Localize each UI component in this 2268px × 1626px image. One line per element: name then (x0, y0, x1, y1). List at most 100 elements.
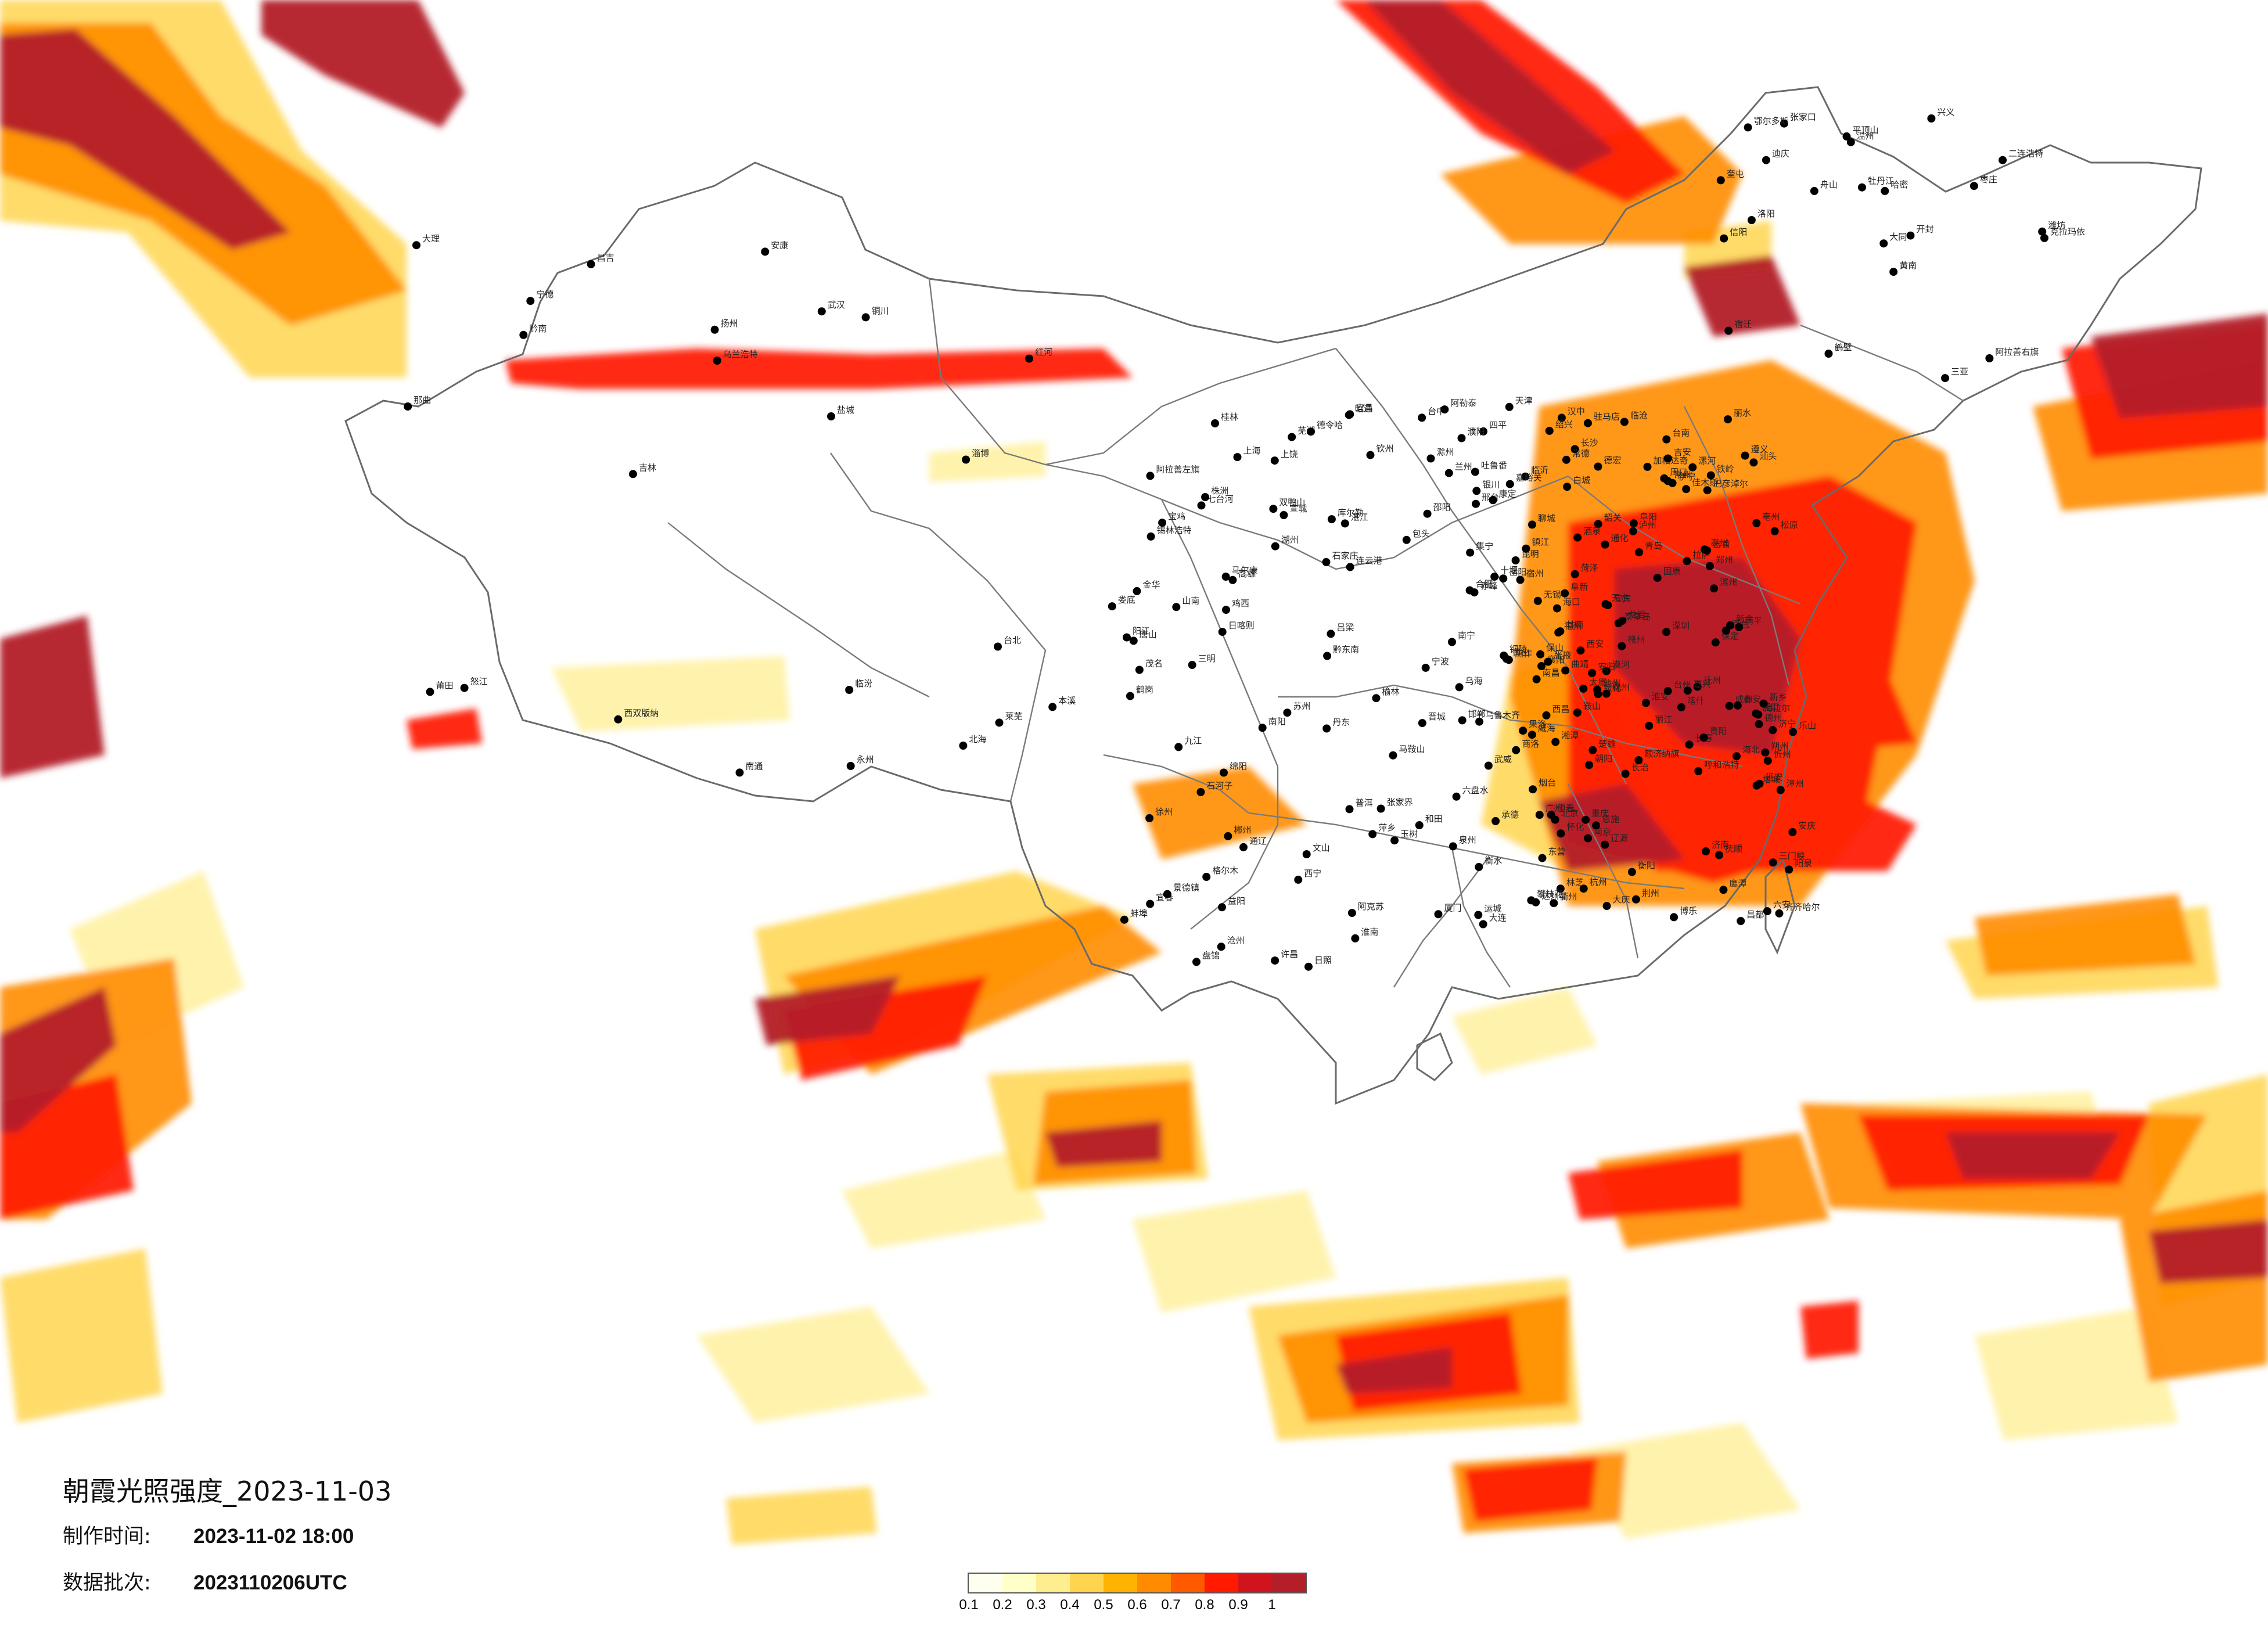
city-dot (846, 762, 855, 770)
city-label: 嘉峪关 (1516, 473, 1542, 483)
city-dot (1763, 757, 1772, 765)
city-label: 驻马店 (1594, 412, 1620, 422)
city-dot (404, 402, 412, 411)
city-label: 六安 (1773, 900, 1791, 910)
city-label: 塔城 (1763, 774, 1780, 785)
city-dot (1415, 821, 1424, 829)
city-label: 泸州 (1639, 520, 1656, 530)
city-dot (1576, 646, 1585, 655)
city-label: 齐齐哈尔 (1785, 902, 1820, 912)
city-dot (1573, 533, 1582, 542)
city-label: 潍坊 (2048, 220, 2065, 231)
city-dot (735, 768, 744, 777)
city-label: 山南 (1182, 595, 1199, 606)
city-label: 三明 (1198, 653, 1216, 664)
city-dot (1418, 719, 1426, 728)
city-label: 永州 (857, 754, 874, 765)
city-label: 许昌 (1281, 949, 1298, 959)
city-dot (1322, 724, 1331, 733)
city-label: 阿拉善左旗 (1156, 464, 1200, 474)
city-label: 盘锦 (1202, 950, 1220, 961)
city-label: 固原 (1663, 566, 1681, 577)
city-label: 漯河 (1698, 456, 1716, 466)
city-label: 额济纳旗 (1644, 749, 1679, 759)
city-dot (1505, 402, 1514, 411)
city-dot (1323, 652, 1332, 660)
city-label: 昭通 (1355, 404, 1372, 414)
city-label: 茂名 (1145, 659, 1163, 669)
city-dot (1641, 699, 1650, 707)
city-dot (1448, 638, 1456, 646)
city-label: 通辽 (1249, 836, 1267, 846)
city-dot (1699, 733, 1708, 742)
city-dot (1601, 840, 1609, 849)
city-label: 通化 (1611, 533, 1629, 544)
city-dot (1769, 858, 1777, 867)
city-dot (1627, 868, 1636, 876)
city-label: 三亚 (1951, 366, 1968, 377)
city-dot (1621, 769, 1630, 778)
city-label: 东营 (1548, 847, 1566, 857)
city-dot (1563, 483, 1572, 491)
city-label: 康定 (1499, 488, 1516, 499)
city-dot (1663, 454, 1672, 463)
city-label: 合肥 (1476, 579, 1493, 589)
city-label: 乌兰浩特 (723, 349, 758, 359)
city-label: 恩施 (1602, 814, 1619, 824)
city-dot (1703, 486, 1712, 495)
city-label: 濮阳 (1468, 427, 1485, 437)
city-label: 汕头 (1759, 451, 1777, 461)
city-label: 昌吉 (597, 253, 614, 263)
city-label: 喀什 (1687, 696, 1705, 706)
city-dot (1489, 496, 1497, 505)
city-label: 汉中 (1568, 406, 1585, 416)
city-dot (1670, 913, 1678, 922)
city-label: 商洛 (1522, 739, 1539, 749)
city-dot (1279, 511, 1288, 519)
city-label: 焦作 (1515, 648, 1532, 659)
city-label: 巴彦淖尔 (1713, 479, 1748, 489)
legend-tick-label: 0.9 (1228, 1597, 1248, 1613)
city-label: 黔南 (529, 323, 547, 334)
legend-ticks: 0.1 0.2 0.3 0.4 0.5 0.6 0.7 0.8 0.9 1 (959, 1593, 1307, 1613)
city-label: 张家口 (1790, 112, 1816, 123)
legend-tick-label: 0.8 (1195, 1597, 1214, 1613)
city-dot (1174, 743, 1183, 751)
city-dot (1025, 354, 1034, 363)
city-label: 深圳 (1672, 620, 1690, 631)
city-label: 镇江 (1532, 537, 1550, 548)
city-label: 湖州 (1281, 535, 1299, 545)
city-dot (1172, 603, 1181, 611)
city-label: 包头 (1412, 528, 1430, 539)
city-dot (1749, 458, 1758, 467)
city-dot (1588, 746, 1597, 754)
city-dot (1737, 917, 1745, 925)
city-dot (1770, 527, 1779, 535)
city-dot (817, 307, 826, 316)
city-dot (1479, 427, 1488, 436)
city-label: 南昌 (1543, 668, 1560, 678)
city-label: 丽江 (1655, 714, 1672, 725)
city-label: 益阳 (1228, 895, 1245, 906)
city-label: 鞍山 (1583, 701, 1601, 711)
city-label: 晋城 (1428, 711, 1446, 722)
city-label: 龙岩 (1628, 609, 1645, 620)
city-label: 石家庄 (1332, 551, 1358, 561)
city-dot (1145, 814, 1154, 822)
city-dot (1327, 629, 1335, 638)
city-label: 鸡西 (1232, 598, 1249, 609)
city-label: 白城 (1573, 475, 1590, 485)
city-dot (1710, 584, 1719, 593)
city-label: 银川 (1482, 479, 1500, 490)
city-label: 铁岭 (1717, 464, 1734, 474)
city-label: 克拉玛依 (2050, 226, 2085, 237)
city-label: 运城 (1484, 904, 1501, 914)
city-dot (1327, 515, 1336, 524)
city-label: 泰州 (1710, 538, 1728, 548)
city-label: 烟台 (1539, 778, 1556, 788)
city-label: 信阳 (1730, 227, 1747, 238)
city-dot (1418, 413, 1426, 422)
city-dot (1533, 596, 1542, 605)
city-dot (1475, 863, 1483, 871)
city-dot (1532, 675, 1541, 684)
